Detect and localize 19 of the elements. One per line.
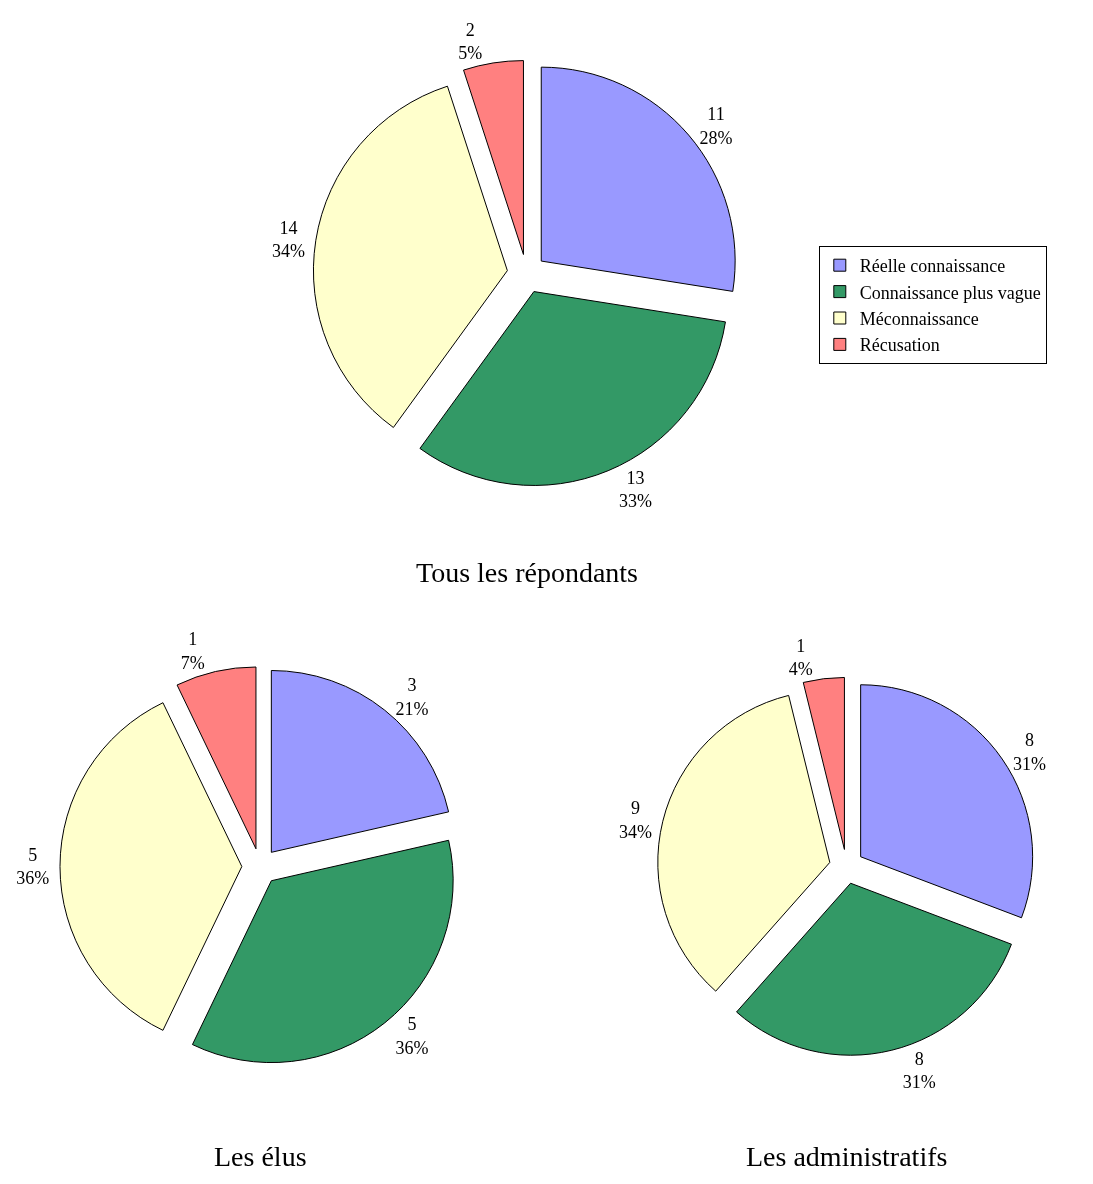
data-label: 8 31% bbox=[1013, 730, 1047, 774]
text: Les élus bbox=[214, 1141, 307, 1172]
legend-label: Réelle connaissance bbox=[859, 256, 1006, 277]
data-label: 2 5% bbox=[458, 20, 483, 64]
data-label: 9 34% bbox=[618, 798, 652, 842]
data-label: 1 7% bbox=[180, 629, 205, 673]
text: Les administratifs bbox=[746, 1141, 948, 1172]
data-label: 1 4% bbox=[788, 635, 813, 680]
legend-label: Récusation bbox=[859, 335, 940, 356]
data-label: 8 31% bbox=[902, 1048, 936, 1093]
legend-label: Connaissance plus vague bbox=[859, 282, 1041, 303]
text: Tous les répondants bbox=[416, 557, 639, 588]
data-label: 13 33% bbox=[618, 467, 652, 511]
data-label: 5 36% bbox=[395, 1014, 429, 1058]
data-label: 3 21% bbox=[395, 675, 429, 719]
legend-label: Méconnaissance bbox=[859, 309, 979, 330]
data-label: 5 36% bbox=[16, 844, 50, 889]
data-label: 14 34% bbox=[271, 218, 305, 262]
data-label: 11 28% bbox=[699, 104, 733, 148]
